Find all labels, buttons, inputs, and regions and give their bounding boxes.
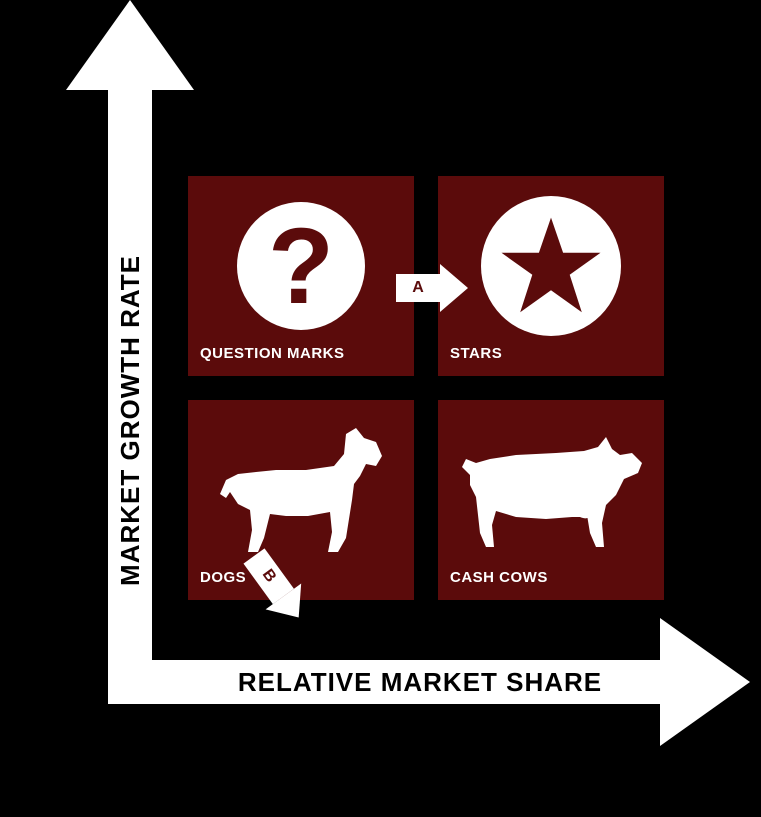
quadrant-label: QUESTION MARKS xyxy=(200,345,345,362)
x-axis-label: RELATIVE MARKET SHARE xyxy=(180,660,660,704)
quadrant-label: CASH COWS xyxy=(450,569,548,586)
quadrant-question-marks: ? QUESTION MARKS xyxy=(188,176,414,376)
quadrant-dogs: DOGS xyxy=(188,400,414,600)
arrow-a-label: A xyxy=(396,274,440,302)
bcg-matrix-diagram: MARKET GROWTH RATE RELATIVE MARKET SHARE… xyxy=(0,0,761,817)
quadrant-stars: STARS xyxy=(438,176,664,376)
quadrant-cash-cows: CASH COWS xyxy=(438,400,664,600)
y-axis-label-container: MARKET GROWTH RATE xyxy=(108,180,152,660)
cow-icon xyxy=(450,410,652,569)
dog-icon xyxy=(200,410,402,569)
x-axis-arrowhead xyxy=(660,618,750,746)
transition-arrow-a: A xyxy=(396,264,468,312)
y-axis-arrowhead xyxy=(66,0,194,90)
question-mark-icon: ? xyxy=(200,186,402,345)
y-axis-label: MARKET GROWTH RATE xyxy=(115,255,146,586)
quadrant-grid: ? QUESTION MARKS STARS DOGS xyxy=(188,176,664,600)
star-icon xyxy=(450,186,652,345)
quadrant-label: STARS xyxy=(450,345,502,362)
arrow-a-head xyxy=(440,264,468,312)
